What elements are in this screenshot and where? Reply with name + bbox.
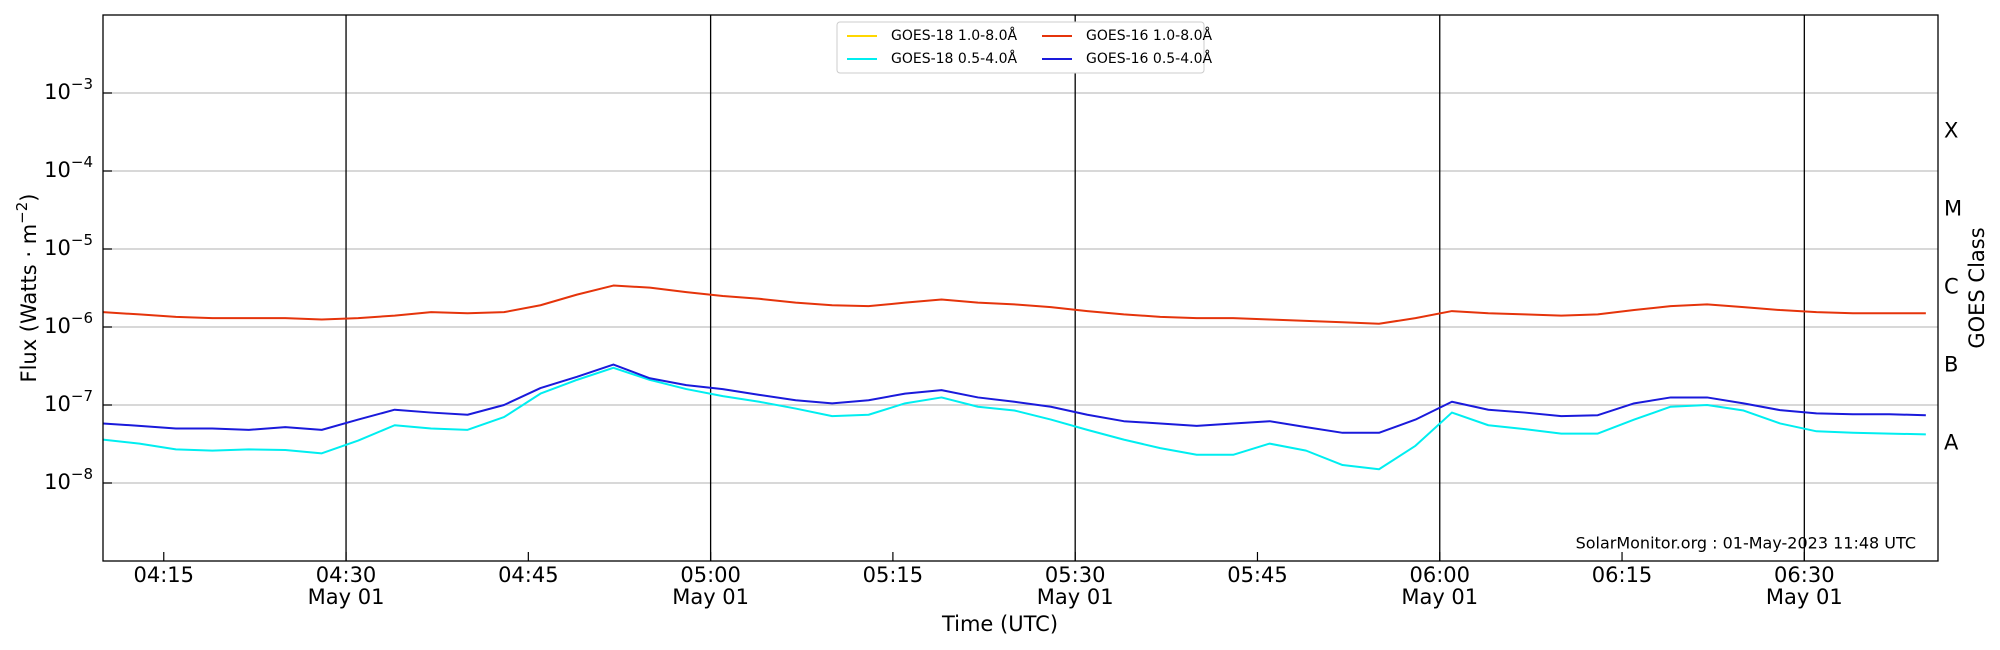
y2-tick-label: A <box>1944 431 1959 455</box>
x-tick-date: May 01 <box>1037 585 1114 609</box>
y-tick-base: 10 <box>44 314 71 338</box>
y-tick-exponent: −6 <box>71 309 93 327</box>
x-tick-label: 05:30 <box>1045 563 1106 587</box>
x-tick-label: 04:45 <box>498 563 559 587</box>
legend-box <box>836 21 1205 74</box>
series-line <box>102 366 1926 471</box>
y-axis-label: Flux (Watts · m−2) <box>13 193 42 382</box>
y-tick-base: 10 <box>44 470 71 494</box>
y-tick-exponent: −3 <box>71 75 93 93</box>
y-tick-label: 10−7 <box>44 387 93 417</box>
y-tick-exponent: −5 <box>71 231 93 249</box>
legend-label: GOES-16 1.0-8.0Å <box>1086 27 1212 44</box>
y2-tick-label: M <box>1944 197 1962 221</box>
y2-axis-label: GOES Class <box>1965 227 1989 348</box>
y-tick-label: 10−6 <box>44 309 93 339</box>
legend-label: GOES-18 1.0-8.0Å <box>891 27 1017 44</box>
y-tick-base: 10 <box>44 236 71 260</box>
y-tick-exponent: −8 <box>71 465 93 483</box>
x-tick-date: May 01 <box>1401 585 1478 609</box>
y-tick-base: 10 <box>44 80 71 104</box>
legend: GOES-18 1.0-8.0Å GOES-18 0.5-4.0Å GOES-16 … <box>836 21 1212 74</box>
legend-label: GOES-16 0.5-4.0Å <box>1086 50 1212 67</box>
y2-tick-label: C <box>1944 275 1959 299</box>
x-axis-label: Time (UTC) <box>941 612 1058 636</box>
y-tick-label: 10−5 <box>44 231 93 261</box>
x-tick-label: 06:15 <box>1592 563 1653 587</box>
y-tick-label: 10−3 <box>44 75 93 105</box>
x-tick-label: 05:00 <box>680 563 741 587</box>
x-tick-label: 05:15 <box>863 563 924 587</box>
series-line <box>102 284 1926 325</box>
y-tick-exponent: −4 <box>71 153 93 171</box>
plot-frame <box>102 14 1939 562</box>
x-tick-label: 04:15 <box>133 563 194 587</box>
y-axis-label-end: ) <box>17 193 41 201</box>
y-axis-label-exponent: −2 <box>13 202 31 224</box>
y-tick-label: 10−8 <box>44 465 93 495</box>
series-line <box>102 363 1926 434</box>
y-axis-label-text: Flux (Watts · m <box>17 224 41 383</box>
x-tick-label: 06:30 <box>1774 563 1835 587</box>
x-tick-date: May 01 <box>308 585 385 609</box>
y-tick-base: 10 <box>44 158 71 182</box>
x-tick-date: May 01 <box>672 585 749 609</box>
x-tick-label: 04:30 <box>316 563 377 587</box>
x-tick-label: 05:45 <box>1227 563 1288 587</box>
annotation: SolarMonitor.org : 01-May-2023 11:48 UTC <box>1576 534 1916 553</box>
y2-tick-label: B <box>1944 353 1958 377</box>
y-tick-exponent: −7 <box>71 387 93 405</box>
x-tick-label: 06:00 <box>1409 563 1470 587</box>
y-tick-base: 10 <box>44 392 71 416</box>
y2-tick-label: X <box>1944 119 1958 143</box>
x-tick-date: May 01 <box>1766 585 1843 609</box>
legend-label: GOES-18 0.5-4.0Å <box>891 50 1017 67</box>
y-tick-label: 10−4 <box>44 153 93 183</box>
